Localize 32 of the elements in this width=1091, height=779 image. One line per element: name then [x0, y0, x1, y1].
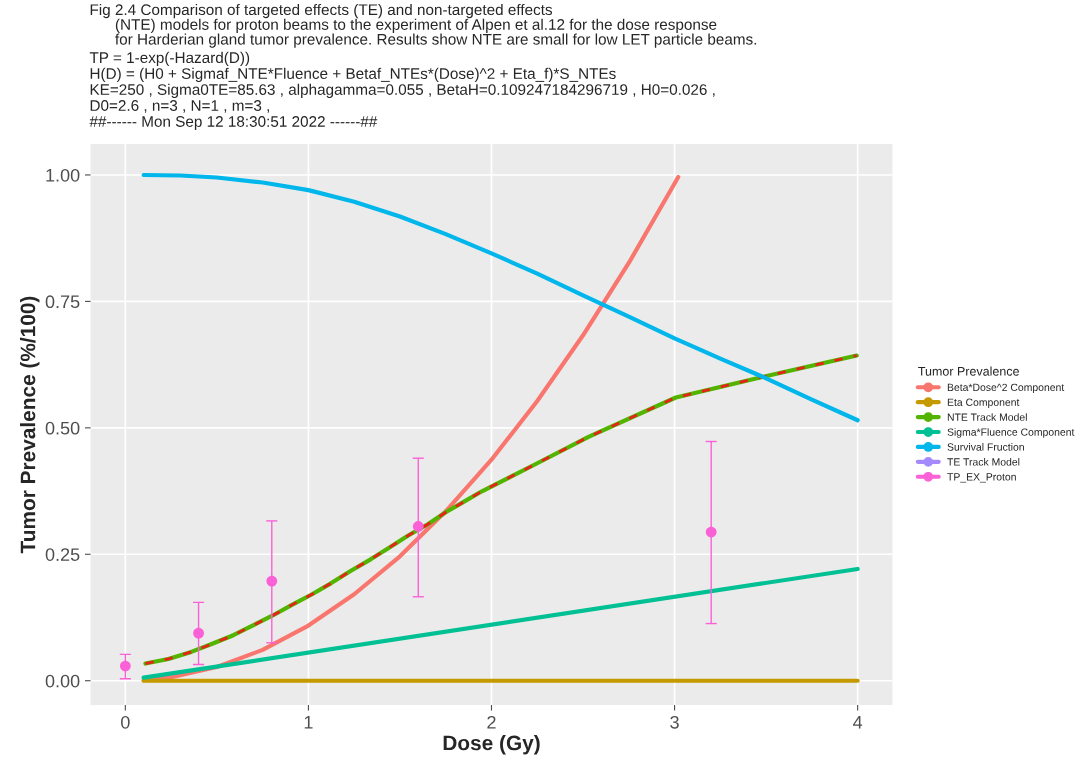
point: [119, 660, 131, 672]
legend-label: Beta*Dose^2 Component: [947, 383, 1065, 394]
y-tick-label: 0.25: [45, 548, 80, 561]
text: D0=2.6 , n=3 , N=1 , m=3 ,: [90, 100, 269, 113]
x-tick-label: 2: [487, 715, 496, 729]
point: [412, 521, 424, 532]
legend-label: TE Track Model: [947, 457, 1020, 466]
x-axis-title: Dose (Gy): [443, 735, 540, 755]
y-tick-label: 0.00: [45, 674, 80, 688]
legend-label: Sigma*Fluence Component: [947, 428, 1075, 438]
y-tick-label: 1.00: [46, 168, 80, 182]
x-tick-label: 0: [121, 715, 130, 729]
y-tick-label: 0.75: [45, 295, 80, 309]
legend-label: TP_EX_Proton: [947, 473, 1016, 483]
y-tick-label: 0.50: [45, 421, 80, 435]
y-axis-title: Tumor Prevalence (%/100): [20, 296, 40, 554]
x-tick-label: 1: [304, 716, 313, 729]
x-tick-label: 3: [670, 715, 679, 729]
point: [266, 575, 278, 587]
legend-label: NTE Track Model: [947, 413, 1027, 421]
legend-label: Eta Component: [947, 398, 1020, 408]
text: ##------ Mon Sep 12 18:30:51 2022 ------##: [89, 116, 378, 130]
legend-label: Survival Fruction: [947, 443, 1024, 451]
text: TP = 1-exp(-Hazard(D)): [89, 51, 250, 67]
x-tick-label: 4: [853, 716, 863, 729]
text: H(D) = (H0 + Sigmaf_NTE*Fluence + Betaf_NTEs*(Dose)^2 + Eta_f)*S_NTEs: [90, 67, 616, 83]
chart-title: Fig 2.4 Comparison of targeted effects (TE) and non-targeted effects (NTE) models for proton beams to the experiment of Alpen et al.12 for the dose response for Harderian gland tumor prevalence. Results show NTE are small for low LET particle beams.: [90, 3, 757, 48]
point: [193, 627, 204, 639]
text: KE=250 , Sigma0TE=85.63 , alphagamma=0.055 , BetaH=0.109247184296719 , H0=0.026 ,: [90, 83, 715, 98]
legend-title: Tumor Prevalence: [918, 366, 1019, 376]
point: [705, 526, 717, 538]
line-series: [141, 172, 860, 423]
